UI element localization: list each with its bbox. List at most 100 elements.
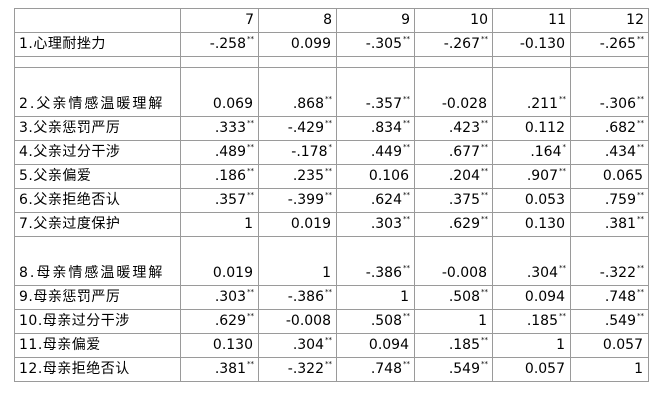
value-cell[interactable]: 1 (414, 309, 493, 334)
empty-cell[interactable] (258, 56, 337, 68)
value-cell[interactable]: -0.130 (492, 32, 571, 57)
value-cell[interactable]: -0.008 (414, 236, 493, 286)
value-cell[interactable]: .748** (336, 357, 415, 382)
value-cell[interactable]: 1 (180, 212, 259, 237)
value-cell[interactable]: .682** (570, 116, 649, 141)
row-label[interactable]: 2.父亲情感温暖理解 (14, 67, 181, 117)
value-cell[interactable]: 1 (492, 333, 571, 358)
row-label[interactable]: 12.母亲拒绝否认 (14, 357, 181, 382)
row-label[interactable]: 10.母亲过分干涉 (14, 309, 181, 334)
row-label[interactable]: 1.心理耐挫力 (14, 32, 181, 57)
empty-cell[interactable] (570, 56, 649, 68)
column-header[interactable]: 10 (414, 8, 493, 33)
column-header[interactable]: 11 (492, 8, 571, 33)
value-cell[interactable]: .357** (180, 188, 259, 213)
value-cell[interactable]: .624** (336, 188, 415, 213)
column-header[interactable]: 12 (570, 8, 649, 33)
row-label[interactable]: 4.父亲过分干涉 (14, 140, 181, 165)
value-cell[interactable]: -.322** (570, 236, 649, 286)
value-cell[interactable]: -.386** (336, 236, 415, 286)
value-cell[interactable]: -.305** (336, 32, 415, 57)
value-cell[interactable]: 0.094 (492, 285, 571, 310)
value-cell[interactable]: .381** (180, 357, 259, 382)
value-cell[interactable]: .759** (570, 188, 649, 213)
empty-cell[interactable] (414, 56, 493, 68)
empty-cell[interactable] (14, 56, 181, 68)
value-cell[interactable]: 0.057 (570, 333, 649, 358)
value-cell[interactable]: 0.112 (492, 116, 571, 141)
empty-cell[interactable] (180, 56, 259, 68)
value-cell[interactable]: .489** (180, 140, 259, 165)
value-cell[interactable]: -.258** (180, 32, 259, 57)
value-cell[interactable]: .304** (492, 236, 571, 286)
value-cell[interactable]: 0.057 (492, 357, 571, 382)
value-cell[interactable]: .204** (414, 164, 493, 189)
corner-cell[interactable] (14, 8, 181, 33)
empty-cell[interactable] (336, 56, 415, 68)
value-cell[interactable]: .185** (492, 309, 571, 334)
value-cell[interactable]: .629** (414, 212, 493, 237)
value-cell[interactable]: .304** (258, 333, 337, 358)
value-cell[interactable]: .549** (414, 357, 493, 382)
value-cell[interactable]: -.357** (336, 67, 415, 117)
column-header[interactable]: 9 (336, 8, 415, 33)
value-cell[interactable]: .508** (414, 285, 493, 310)
value-cell[interactable]: .381** (570, 212, 649, 237)
value-cell[interactable]: .375** (414, 188, 493, 213)
value-cell[interactable]: 1 (570, 357, 649, 382)
row-label[interactable]: 7.父亲过度保护 (14, 212, 181, 237)
row-label[interactable]: 5.父亲偏爱 (14, 164, 181, 189)
value-cell[interactable]: 0.053 (492, 188, 571, 213)
value-cell[interactable]: 0.106 (336, 164, 415, 189)
value-cell[interactable]: -.399** (258, 188, 337, 213)
value-cell[interactable]: 1 (336, 285, 415, 310)
value-cell[interactable]: 1 (258, 236, 337, 286)
value-cell[interactable]: -.386** (258, 285, 337, 310)
row-label[interactable]: 6.父亲拒绝否认 (14, 188, 181, 213)
value-cell[interactable]: -.265** (570, 32, 649, 57)
value-cell[interactable]: .235** (258, 164, 337, 189)
significance-marker: ** (637, 143, 644, 151)
value-cell[interactable]: 0.019 (258, 212, 337, 237)
value-cell[interactable]: -.267** (414, 32, 493, 57)
empty-cell[interactable] (492, 56, 571, 68)
column-header[interactable]: 8 (258, 8, 337, 33)
row-label[interactable]: 11.母亲偏爱 (14, 333, 181, 358)
value-cell[interactable]: -0.028 (414, 67, 493, 117)
value-cell[interactable]: .748** (570, 285, 649, 310)
value-cell[interactable]: 0.130 (180, 333, 259, 358)
value-cell[interactable]: 0.130 (492, 212, 571, 237)
value-cell[interactable]: 0.094 (336, 333, 415, 358)
value-cell[interactable]: .907** (492, 164, 571, 189)
value-cell[interactable]: .449** (336, 140, 415, 165)
value-cell[interactable]: .333** (180, 116, 259, 141)
value-cell[interactable]: 0.019 (180, 236, 259, 286)
value-cell[interactable]: .186** (180, 164, 259, 189)
value-cell[interactable]: .185** (414, 333, 493, 358)
column-header[interactable]: 7 (180, 8, 259, 33)
row-label[interactable]: 3.父亲惩罚严厉 (14, 116, 181, 141)
value-cell[interactable]: .211** (492, 67, 571, 117)
value-cell[interactable]: 0.065 (570, 164, 649, 189)
value-cell[interactable]: -.322** (258, 357, 337, 382)
value-cell[interactable]: .549** (570, 309, 649, 334)
value-cell[interactable]: .834** (336, 116, 415, 141)
row-label[interactable]: 9.母亲惩罚严厉 (14, 285, 181, 310)
value-cell[interactable]: -.429** (258, 116, 337, 141)
value-cell[interactable]: -.306** (570, 67, 649, 117)
value-cell[interactable]: .868** (258, 67, 337, 117)
value-cell[interactable]: 0.069 (180, 67, 259, 117)
value-cell[interactable]: .303** (180, 285, 259, 310)
value-cell[interactable]: -0.008 (258, 309, 337, 334)
value-cell[interactable]: .629** (180, 309, 259, 334)
value-cell[interactable]: .508** (336, 309, 415, 334)
value-cell[interactable]: .677** (414, 140, 493, 165)
significance-marker: ** (481, 143, 488, 151)
value-cell[interactable]: .423** (414, 116, 493, 141)
value-cell[interactable]: 0.099 (258, 32, 337, 57)
row-label[interactable]: 8.母亲情感温暖理解 (14, 236, 181, 286)
value-cell[interactable]: .303** (336, 212, 415, 237)
value-cell[interactable]: -.178* (258, 140, 337, 165)
value-cell[interactable]: .434** (570, 140, 649, 165)
value-cell[interactable]: .164* (492, 140, 571, 165)
